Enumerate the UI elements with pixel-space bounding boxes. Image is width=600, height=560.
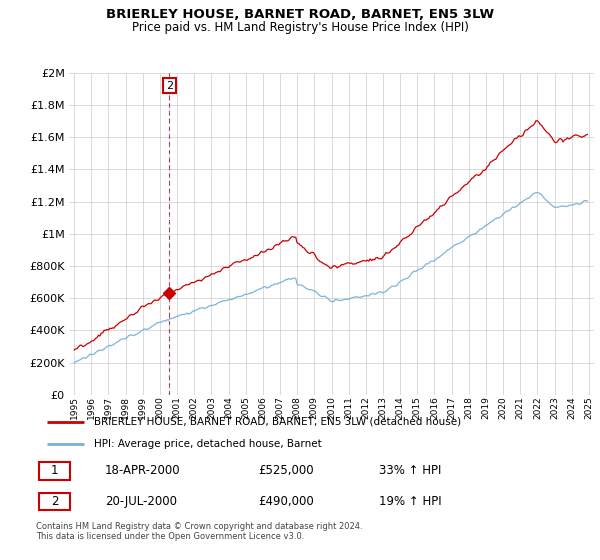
Text: 20-JUL-2000: 20-JUL-2000 (104, 495, 176, 508)
Text: £490,000: £490,000 (258, 495, 314, 508)
Text: Price paid vs. HM Land Registry's House Price Index (HPI): Price paid vs. HM Land Registry's House … (131, 21, 469, 34)
Bar (38, 493, 70, 510)
Text: 1: 1 (51, 464, 58, 478)
Bar (38, 462, 70, 480)
Text: £525,000: £525,000 (258, 464, 313, 478)
Text: 18-APR-2000: 18-APR-2000 (104, 464, 180, 478)
Text: 19% ↑ HPI: 19% ↑ HPI (379, 495, 442, 508)
Text: BRIERLEY HOUSE, BARNET ROAD, BARNET, EN5 3LW (detached house): BRIERLEY HOUSE, BARNET ROAD, BARNET, EN5… (94, 417, 461, 427)
Text: 33% ↑ HPI: 33% ↑ HPI (379, 464, 442, 478)
Text: HPI: Average price, detached house, Barnet: HPI: Average price, detached house, Barn… (94, 438, 322, 449)
Text: Contains HM Land Registry data © Crown copyright and database right 2024.
This d: Contains HM Land Registry data © Crown c… (36, 522, 362, 542)
Text: BRIERLEY HOUSE, BARNET ROAD, BARNET, EN5 3LW: BRIERLEY HOUSE, BARNET ROAD, BARNET, EN5… (106, 8, 494, 21)
Text: 2: 2 (51, 495, 58, 508)
Text: 2: 2 (166, 81, 173, 91)
